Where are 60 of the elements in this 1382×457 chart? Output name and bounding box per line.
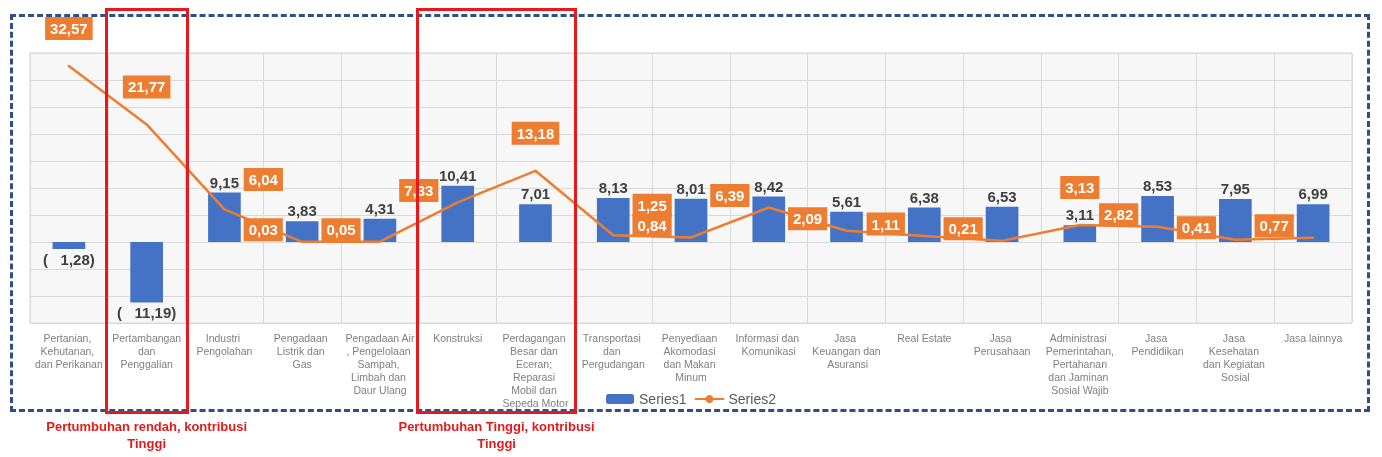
bar — [441, 185, 475, 242]
data-label: 5,61 — [831, 192, 862, 210]
data-label: 3,11 — [1065, 206, 1095, 224]
data-label: 6,04 — [248, 170, 279, 188]
data-label: 8,13 — [598, 179, 628, 197]
data-label: 3,83 — [287, 202, 317, 220]
x-tick-label: Penyediaan Akomodasi dan Makan Minum — [661, 331, 721, 383]
bar — [208, 192, 241, 242]
data-label: ( 1,28) — [43, 250, 95, 268]
x-tick-label: Transportasi dan Pergudangan — [581, 331, 645, 370]
data-label: 0,03 — [248, 221, 278, 239]
data-label: 6,38 — [909, 188, 939, 206]
x-tick-label: Jasa Keuangan dan Asuransi — [812, 331, 881, 370]
x-tick-label: Jasa lainnya — [1283, 331, 1343, 344]
x-tick-label: Pertanian, Kehutanan, dan Perikanan — [35, 331, 103, 370]
x-tick-label: Perdagangan Besar dan Eceran; Reparasi Mobil dan Sepeda Motor — [502, 331, 569, 409]
x-tick-label: Jasa Perusahaan — [973, 331, 1031, 357]
data-label: 8,53 — [1142, 176, 1173, 194]
text: Pertumbuhan Tinggi, kontribusi Tinggi — [397, 418, 596, 452]
data-label: 0,84 — [637, 216, 668, 234]
legend-label: Series2 — [728, 391, 777, 407]
data-label: 6,53 — [987, 187, 1017, 205]
data-label: 7,33 — [404, 181, 434, 199]
x-tick-label: Pengadaan Air, Pengelolaan Sampah, Limbah dan Daur Ulang — [345, 331, 415, 396]
x-tick-label: Pengadaan Listrik dan Gas — [273, 331, 331, 370]
data-label: 7,95 — [1220, 180, 1250, 198]
data-label: 0,41 — [1181, 219, 1212, 237]
data-label: 4,31 — [365, 199, 395, 217]
x-tick-label: Real Estate — [897, 331, 952, 344]
legend-label: Series1 — [639, 391, 687, 407]
text: Pertumbuhan rendah, kontribusi Tinggi — [45, 418, 249, 452]
data-label: 21,77 — [127, 78, 166, 96]
x-tick-label: Informasi dan Komunikasi — [735, 331, 803, 357]
data-label: 13,18 — [516, 124, 555, 142]
data-label: 8,42 — [754, 177, 784, 195]
data-label: 6,39 — [715, 186, 745, 204]
bar — [130, 242, 163, 303]
data-label: 10,41 — [438, 166, 477, 184]
x-tick-label: Konstruksi — [433, 331, 483, 344]
data-label: 0,77 — [1259, 217, 1289, 235]
x-tick-label: Administrasi Pemerintahan, Pertahanan dan Jaminan Sosial Wajib — [1045, 331, 1114, 396]
data-label: 1,25 — [637, 196, 667, 214]
x-tick-label: Pertambangan dan Penggalian — [112, 331, 182, 370]
data-label: 3,13 — [1065, 179, 1095, 197]
data-label: 6,99 — [1298, 185, 1328, 203]
x-tick-label: Jasa Kesehatan dan Kegiatan Sosial — [1202, 331, 1268, 383]
data-label: 2,82 — [1104, 206, 1134, 224]
data-label: 32,57 — [50, 20, 88, 38]
data-label: 9,15 — [209, 173, 240, 191]
data-label: 0,05 — [326, 221, 356, 239]
x-tick-label: Jasa Pendidikan — [1131, 331, 1184, 357]
data-label: ( 11,19) — [117, 304, 177, 322]
data-label: 0,21 — [948, 220, 978, 238]
data-label: 2,09 — [793, 210, 823, 228]
bar — [519, 204, 552, 242]
data-label: 8,01 — [676, 179, 706, 197]
bar — [52, 242, 86, 249]
x-tick-label: Industri Pengolahan — [196, 331, 253, 357]
data-label: 1,11 — [871, 215, 900, 233]
data-label: 7,01 — [520, 185, 551, 203]
